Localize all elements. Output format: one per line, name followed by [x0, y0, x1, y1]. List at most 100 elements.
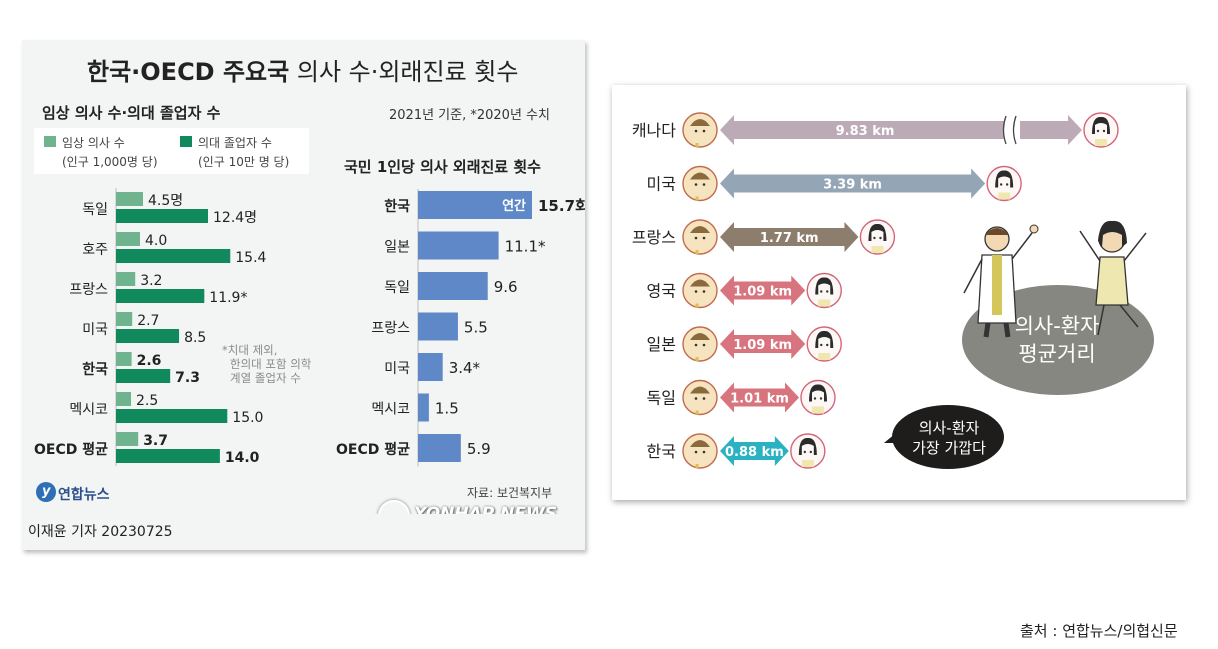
chart1-category-label: 독일: [82, 202, 108, 218]
patient-face-icon: [859, 219, 896, 255]
chart1-value-clinical: 4.5명: [148, 193, 183, 209]
yonhap-logo-icon: y: [36, 482, 56, 502]
doctor-face-icon: [682, 272, 718, 309]
chart3-axis-break-mark: [1012, 115, 1017, 145]
chart1-category-label: 프랑스: [69, 282, 108, 298]
doctor-hair-icon: [690, 386, 710, 394]
patient-body-icon: [998, 192, 1011, 200]
legend-swatch-clinical: [44, 136, 56, 147]
chart3-category-label: 독일: [647, 389, 676, 408]
doctor-eye-icon: [694, 450, 698, 454]
doctor-eye-icon: [702, 236, 706, 240]
chart1-value-clinical: 2.7: [137, 313, 159, 329]
patient-hair-icon: [798, 437, 817, 455]
patient-eye-icon: [803, 450, 807, 454]
doctor-face-icon: [682, 219, 718, 255]
footnote-line-2: 한의대 포함 의학: [230, 357, 312, 371]
patient-face-icon: [986, 165, 1022, 202]
patient-eye-icon: [826, 343, 829, 347]
chart3-category-label: 프랑스: [632, 228, 676, 247]
speech-line-2: 가장 가깝다: [912, 439, 986, 457]
infographic-title: 한국·OECD 주요국 의사 수·외래진료 횟수: [87, 52, 518, 87]
footnote: *치대 제외, 한의대 포함 의학 계열 졸업자 수: [222, 343, 311, 385]
title-bubble-text: 의사-환자 평균거리: [987, 312, 1127, 368]
chart3-distance-arrow: [720, 329, 806, 359]
chart3-distance-arrow: [720, 275, 806, 306]
chart2-value-label: 5.9: [467, 440, 491, 458]
chart3-distance-arrow: [720, 436, 789, 466]
patient-face-icon: [800, 379, 836, 416]
chart1-bar-graduates: [116, 249, 231, 263]
doctor-eye-icon: [694, 290, 698, 293]
patient-body-icon: [818, 353, 831, 360]
doctor-patient-illustration: [963, 220, 1147, 338]
patient-body-icon: [812, 406, 824, 414]
chart2-category-label: 프랑스: [371, 321, 410, 337]
patient-eye-icon: [820, 343, 823, 347]
chart2-category-label: 멕시코: [371, 402, 410, 418]
chart2-value-label: 1.5: [435, 400, 459, 418]
patient-eye-icon: [820, 290, 823, 293]
speech-bubble: [884, 405, 1004, 469]
doctor-face-icon: [682, 112, 718, 148]
chart1-bar-clinical: [116, 192, 143, 206]
patient-body-icon: [871, 246, 884, 253]
doctor-hair-icon: [690, 119, 710, 126]
doctor-eye-icon: [702, 183, 706, 186]
doctor-hair-icon: [690, 440, 710, 447]
doctor-eye-icon: [694, 397, 698, 400]
chart1-value-graduates: 8.5: [184, 330, 206, 346]
chart3-distance-arrow: [720, 382, 799, 413]
chart1-value-graduates: 15.0: [232, 410, 263, 426]
chart1-category-label: OECD 평균: [34, 441, 108, 458]
doctor-face-icon: [682, 326, 718, 362]
basis-note: 2021년 기준, *2020년 수치: [389, 108, 550, 123]
chart1-bar-clinical: [116, 232, 140, 246]
chart3-distance-label: 1.77 km: [760, 231, 819, 246]
patient-hair-icon: [868, 223, 887, 241]
patient-face-icon: [806, 326, 842, 362]
legend: 임상 의사 수 (인구 1,000명 당) 의대 졸업자 수 (인구 10만 명…: [34, 128, 309, 174]
title-bold: 한국·OECD 주요국: [87, 58, 290, 86]
chart2-category-label: 일본: [384, 240, 410, 256]
chart3-category-label: 미국: [647, 175, 676, 194]
patient-face-icon: [1083, 112, 1119, 148]
chart1-bar-graduates: [116, 409, 228, 423]
chart1-value-clinical: 3.2: [140, 273, 162, 289]
chart3-category-label: 한국: [647, 442, 676, 461]
chart2-bar: [418, 393, 429, 422]
doctor-eye-icon: [702, 397, 706, 400]
doctor-eye-icon: [694, 343, 698, 347]
legend-label-clinical: 임상 의사 수: [62, 136, 125, 150]
chart1-bar-clinical: [116, 392, 131, 406]
patient-figure-icon: [1079, 220, 1147, 336]
chart1-bar-graduates: [116, 289, 205, 303]
patient-eye-icon: [819, 397, 823, 400]
distance-chart: 캐나다 9.83 km 미국 3.39 km 프랑스 1.77 km 영국 1.09 km 일본…: [632, 112, 1119, 469]
chart1-category-label: 한국: [82, 362, 108, 378]
chart2-category-label: 미국: [384, 361, 410, 377]
chart3-axis-break-gap: [1004, 115, 1020, 145]
patient-body-icon: [818, 299, 831, 307]
chart1-category-label: 미국: [82, 322, 108, 338]
reporter-credit: 이재윤 기자 20230725: [28, 524, 173, 540]
patient-eye-icon: [1005, 183, 1009, 186]
patient-eye-icon: [813, 397, 817, 400]
doctor-eye-icon: [694, 236, 698, 240]
doctor-eye-icon: [702, 343, 706, 347]
patient-eye-icon: [1102, 129, 1106, 133]
chart3-distance-label: 9.83 km: [836, 124, 895, 139]
chart3-distance-arrow: [720, 168, 986, 199]
bubble-line-2: 평균거리: [1018, 342, 1096, 366]
patient-hair-icon: [815, 330, 834, 348]
chart1-value-graduates: 12.4명: [213, 210, 257, 226]
legend-unit-clinical: (인구 1,000명 당): [62, 155, 158, 169]
chart1-bar-clinical: [116, 432, 139, 446]
chart3-distance-label: 1.09 km: [733, 285, 792, 300]
chart1-bar-clinical: [116, 312, 133, 326]
doctor-eye-icon: [702, 290, 706, 293]
chart1-bar-graduates: [116, 369, 171, 383]
yonhap-logo-text: 연합뉴스: [58, 487, 110, 503]
footnote-line-3: 계열 졸업자 수: [230, 371, 301, 385]
doctor-face-icon: [682, 379, 718, 416]
